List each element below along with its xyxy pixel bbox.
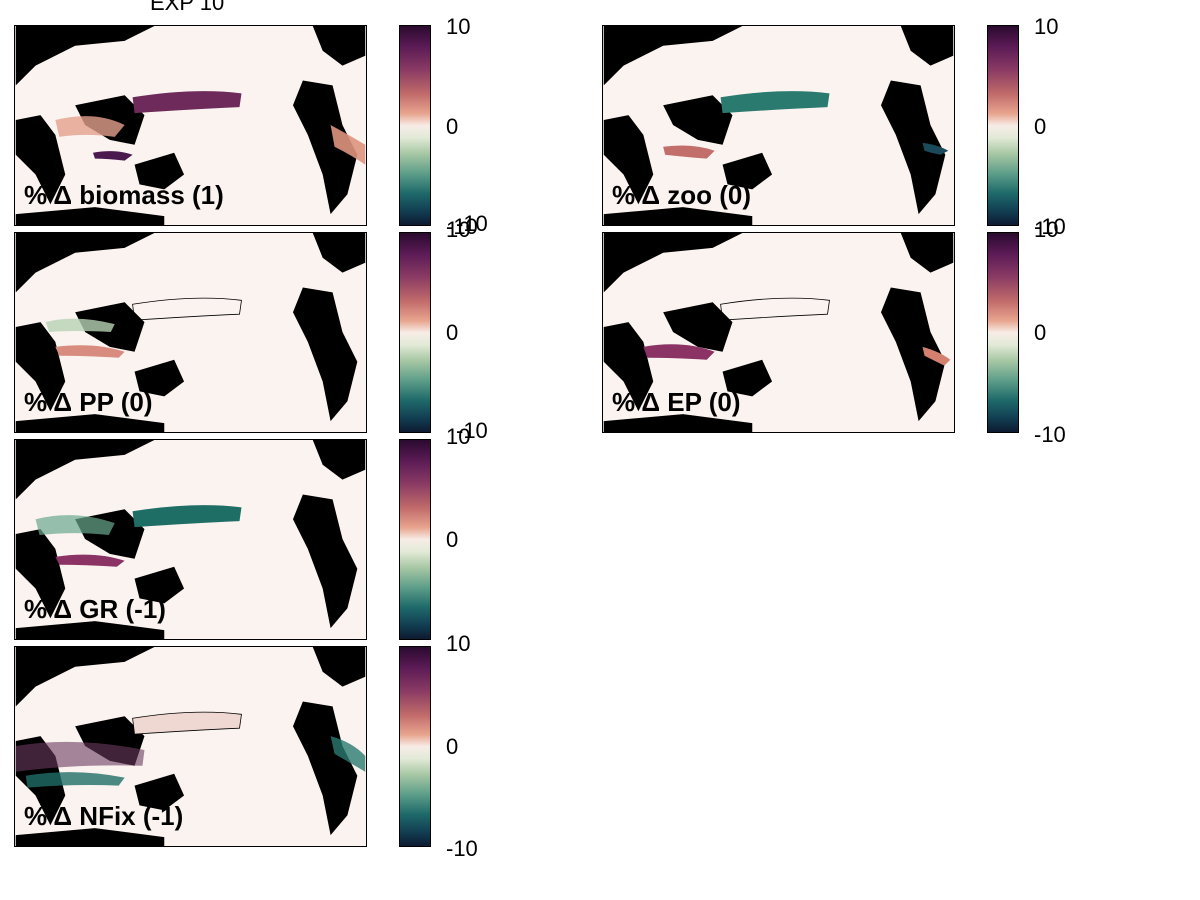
world-map <box>15 26 366 225</box>
colorbar-tick-max: 10 <box>446 14 471 39</box>
colorbar-tick-mid: 0 <box>446 734 459 759</box>
map-panel-gr: % Δ GR (-1) <box>14 439 367 640</box>
panel-label: % Δ biomass (1) <box>24 180 224 210</box>
panel-label: % Δ zoo (0) <box>612 180 752 210</box>
colorbar-tick-mid: 0 <box>446 114 459 139</box>
world-map <box>603 26 954 225</box>
map-panel-biomass: % Δ biomass (1) <box>14 25 367 226</box>
colorbar-tick-min: -10 <box>1034 214 1066 239</box>
colorbar <box>399 232 431 433</box>
colorbar-tick-max: 10 <box>446 424 471 449</box>
colorbar <box>399 439 431 640</box>
world-map <box>15 440 366 639</box>
panel-label: % Δ NFix (-1) <box>24 801 184 831</box>
colorbar-tick-min: -10 <box>456 211 488 236</box>
world-map <box>15 233 366 432</box>
world-map <box>15 647 366 846</box>
colorbar-tick-min: -10 <box>1034 422 1066 447</box>
world-map <box>603 233 954 432</box>
map-panel-pp: % Δ PP (0) <box>14 232 367 433</box>
colorbar <box>987 232 1019 433</box>
colorbar-tick-max: 10 <box>1034 14 1059 39</box>
colorbar <box>987 25 1019 226</box>
map-panel-nfix: % Δ NFix (-1) <box>14 646 367 847</box>
map-panel-zoo: % Δ zoo (0) <box>602 25 955 226</box>
colorbar-tick-mid: 0 <box>446 320 459 345</box>
panel-label: % Δ EP (0) <box>612 387 741 417</box>
colorbar <box>399 25 431 226</box>
colorbar-tick-max: 10 <box>446 631 471 656</box>
colorbar-tick-mid: 0 <box>1034 114 1047 139</box>
colorbar-tick-max: 10 <box>1034 217 1059 242</box>
colorbar-tick-min: -10 <box>456 418 488 443</box>
colorbar-tick-mid: 0 <box>1034 320 1047 345</box>
figure-title: EXP 10 <box>150 0 225 15</box>
panel-label: % Δ PP (0) <box>24 387 153 417</box>
colorbar-tick-max: 10 <box>446 217 471 242</box>
map-panel-ep: % Δ EP (0) <box>602 232 955 433</box>
colorbar <box>399 646 431 847</box>
colorbar-tick-mid: 0 <box>446 527 459 552</box>
panel-label: % Δ GR (-1) <box>24 594 166 624</box>
colorbar-tick-min: -10 <box>446 836 478 861</box>
colorbar-tick-min: -10 <box>446 214 478 239</box>
